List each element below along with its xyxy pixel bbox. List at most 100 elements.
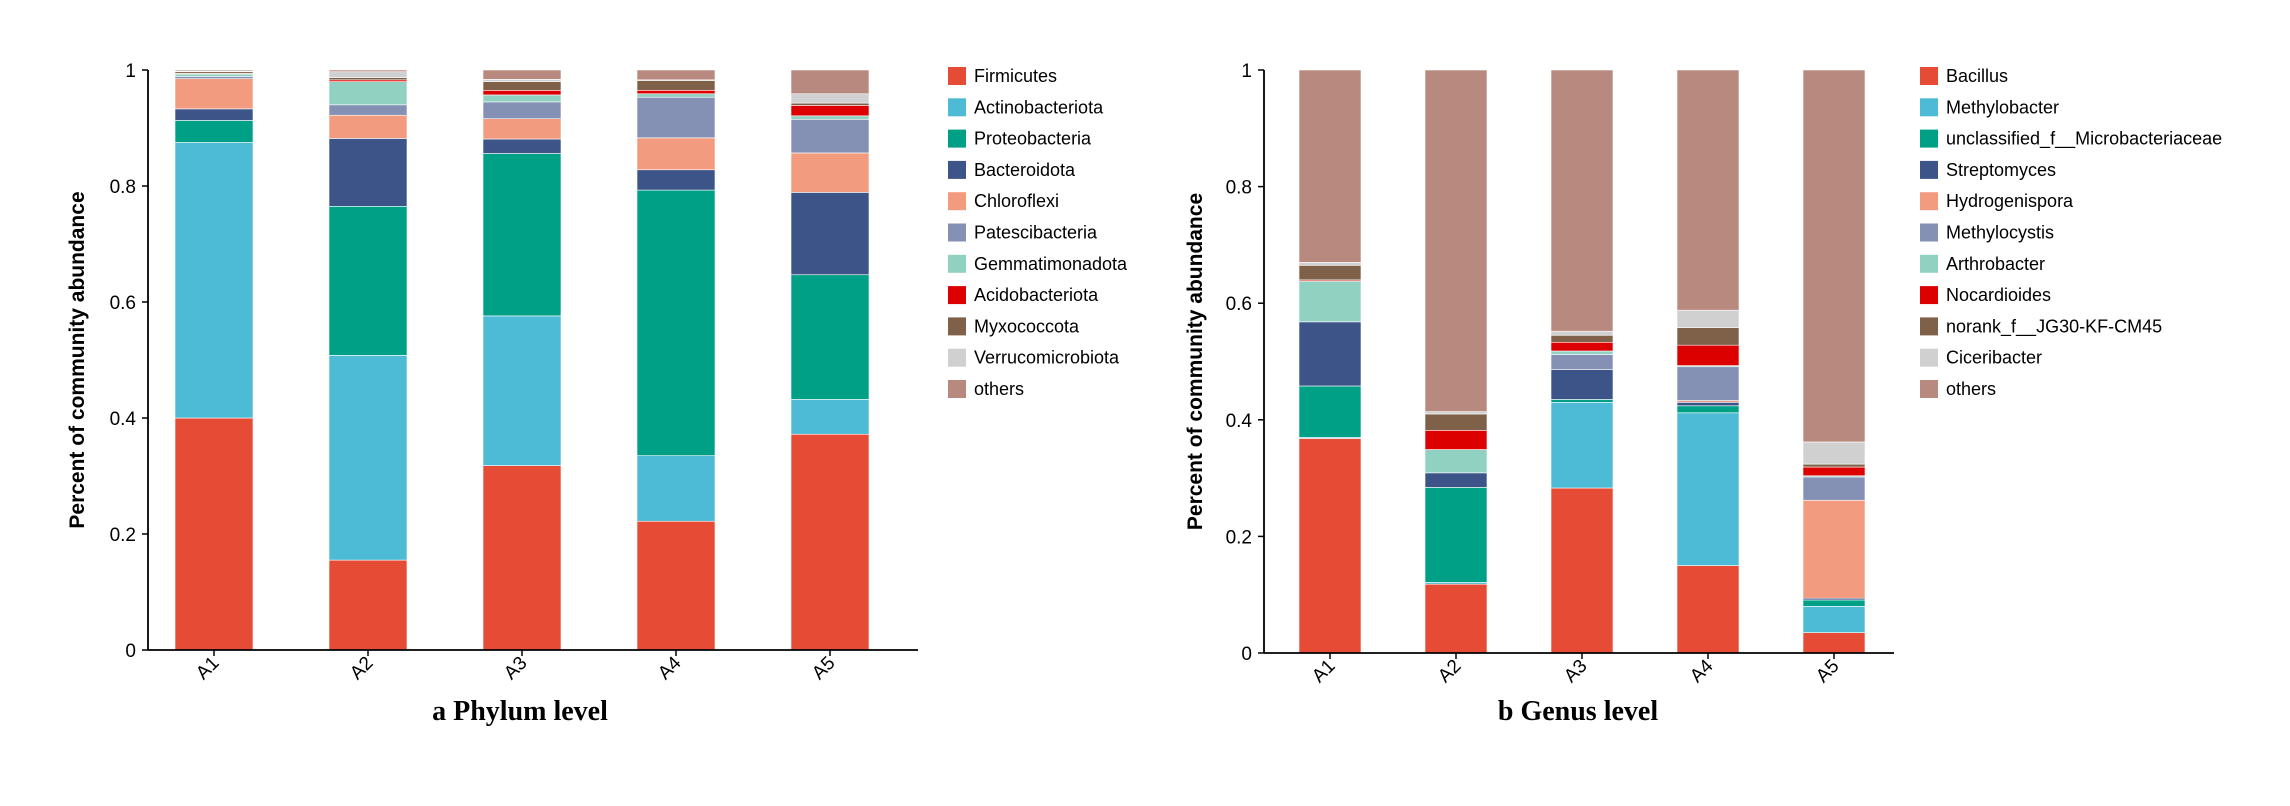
bar-segment (790, 119, 870, 154)
bar-segment (1676, 327, 1740, 346)
bar-segment (174, 76, 254, 79)
legend-label: norank_f__JG30-KF-CM45 (1946, 316, 2162, 337)
bar-segment (1802, 606, 1866, 633)
bar-segment (636, 520, 716, 651)
legend-label: Hydrogenispora (1946, 191, 2074, 211)
bar-segment (636, 137, 716, 171)
bar-segment (482, 315, 562, 466)
bar-segment (1550, 399, 1614, 403)
legend-swatch (948, 192, 966, 211)
bar-segment (1676, 69, 1740, 311)
y-tick-label: 0.8 (110, 177, 136, 198)
bar-segment (790, 192, 870, 276)
bar-segment (1550, 487, 1614, 654)
bar-segment (174, 120, 254, 143)
bar-segment (1802, 463, 1866, 468)
bar-segment (1802, 441, 1866, 465)
legend-label: Chloroflexi (974, 191, 1059, 211)
bar-segment (328, 104, 408, 116)
legend-swatch (1920, 254, 1938, 273)
y-tick-label: 0.2 (110, 525, 136, 546)
y-tick-label: 0.6 (110, 293, 136, 314)
bar-segment (1802, 632, 1866, 654)
legend-swatch (948, 223, 966, 242)
bar-segment (1424, 413, 1488, 431)
bar-segment (174, 69, 254, 72)
bar-segment (482, 153, 562, 317)
chart-caption: b Genus level (1498, 696, 1658, 727)
bar-segment (1550, 69, 1614, 332)
bar-segment (790, 152, 870, 193)
bar-segment (328, 114, 408, 139)
bar-segment (482, 69, 562, 80)
bar-segment (482, 465, 562, 651)
y-axis-label: Percent of community abundance (66, 191, 89, 528)
bar-segment (1550, 341, 1614, 352)
chart-caption: a Phylum level (432, 696, 608, 727)
legend-label: Streptomyces (1946, 160, 2056, 180)
bar-segment (636, 455, 716, 522)
y-tick-label: 0 (1241, 644, 1252, 665)
bar-segment (1550, 354, 1614, 370)
bar-segment (1802, 599, 1866, 607)
bar-segment (1424, 429, 1488, 450)
legend-label: unclassified_f__Microbacteriaceae (1946, 129, 2222, 150)
bar-segment (1676, 344, 1740, 366)
legend-swatch (948, 67, 966, 85)
y-tick-label: 0.6 (1226, 294, 1252, 315)
chart-panel-2: A1 A2 A3 A4 A5 0 0.2 0.4 0.6 0.8 1 Percent of commu… (1184, 61, 2222, 727)
bar-segment (174, 417, 254, 651)
y-tick-label: 0 (125, 641, 136, 662)
legend-label: Methylocystis (1946, 223, 2054, 243)
y-tick-label: 0.2 (1226, 527, 1252, 548)
bar-segment (1802, 476, 1866, 501)
bar-segment (636, 93, 716, 98)
bar-segment (328, 138, 408, 207)
bar-segment (328, 81, 408, 106)
legend-swatch (948, 160, 966, 179)
legend-label: Ciceribacter (1946, 348, 2042, 368)
x-tick-label: A4 (1686, 655, 1718, 687)
bar-segment (1802, 466, 1866, 477)
x-tick-label: A2 (1434, 656, 1465, 687)
legend-swatch (1920, 129, 1938, 148)
bar-segment (790, 274, 870, 400)
bar-segment (1676, 366, 1740, 401)
bar-segment (482, 78, 562, 82)
legend-label: Proteobacteria (974, 129, 1092, 149)
bar-segment (1676, 402, 1740, 407)
legend-label: Bacillus (1946, 66, 2008, 86)
bar-segment (790, 115, 870, 120)
legend-swatch (1920, 223, 1938, 242)
bar-segment (174, 78, 254, 110)
bar-segment (1298, 385, 1362, 438)
bar-segment (482, 81, 562, 91)
legend-swatch (1920, 348, 1938, 367)
legend-swatch (948, 348, 966, 367)
bar-segment (1424, 449, 1488, 474)
bar-segment (328, 69, 408, 73)
bar-segment (1298, 265, 1362, 281)
bar-segment (1424, 69, 1488, 412)
x-tick-label: A5 (808, 653, 839, 684)
y-tick-label: 1 (125, 61, 136, 82)
bar-segment (1298, 262, 1362, 266)
bar-segment (1424, 411, 1488, 415)
bar-segment (482, 118, 562, 140)
bar-segment (1676, 405, 1740, 414)
bar-segment (1676, 565, 1740, 654)
legend-swatch (948, 254, 966, 273)
bar-segment (790, 433, 870, 651)
bar-segment (1298, 438, 1362, 654)
bar-segment (1802, 499, 1866, 599)
x-tick-label: A2 (346, 653, 377, 684)
bar-segment (482, 94, 562, 103)
bar-segment (328, 71, 408, 78)
bar-segment (790, 102, 870, 106)
bar-segment (1550, 369, 1614, 400)
bar-segment (328, 77, 408, 81)
legend-label: Verrucomicrobiota (974, 348, 1120, 368)
bar-segment (1550, 402, 1614, 489)
bar-segment (1424, 487, 1488, 583)
bar-segment (636, 169, 716, 191)
